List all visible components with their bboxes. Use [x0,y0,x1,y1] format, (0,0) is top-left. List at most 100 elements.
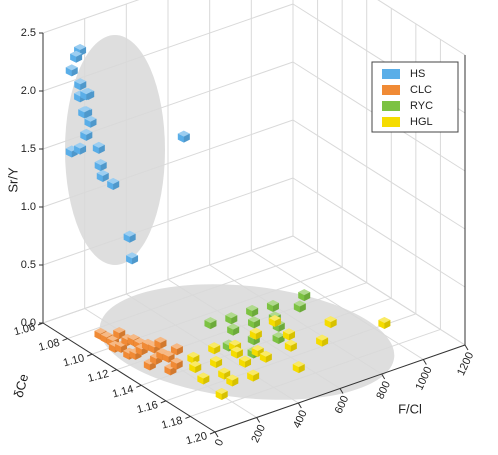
cube-face [74,78,87,85]
y-tick-label: 1.18 [160,415,184,432]
cube-face [218,367,231,374]
cube-face [177,130,190,137]
cube-face [268,311,281,318]
grid-line [42,119,294,208]
y-tick [209,431,216,435]
cube-face [316,334,329,347]
cube-face [176,360,183,370]
data-point [74,142,87,155]
cube-face [92,141,105,148]
data-point [204,317,217,330]
cube-face [221,390,228,400]
cube-face [259,350,272,363]
cube-face [284,339,297,352]
cube-face [74,142,87,149]
cube-face [170,343,183,350]
cube-face [226,374,239,387]
cube-face [284,339,297,346]
cube-face [233,326,240,336]
cube-face [113,327,126,334]
cube-face [113,180,120,190]
data-point [177,130,190,143]
cube-face [236,349,243,359]
cube-face [215,387,228,400]
y-tick [62,338,68,342]
cube-face [123,230,136,243]
cube-face [86,131,93,141]
cube-face [197,372,210,385]
legend-label: RYC [410,100,433,112]
cube-face [80,145,87,155]
cube-face [251,345,264,352]
cube-face [316,334,329,341]
grid-line [292,235,466,346]
legend-label: HGL [410,116,433,128]
cube-face [187,351,200,358]
cube-face [197,372,210,379]
x-tick [256,417,261,423]
z-axis-title: Sr/Y [5,167,20,193]
z-tick-label: 0.5 [21,259,36,271]
x-tick [297,402,302,409]
cube-face [187,351,200,364]
cube-face [204,317,217,324]
cube-face [208,342,221,349]
data-point [239,355,252,368]
cube-face [298,289,311,302]
y-tick-label: 1.08 [37,337,61,354]
cube-face [86,91,93,101]
cube-face [195,363,202,373]
cube-face [330,319,337,329]
cube-face [94,159,107,172]
x-tick [381,373,386,380]
data-point [107,177,120,190]
cube-face [127,334,140,341]
cube-face [384,319,391,329]
cube-face [208,342,221,355]
cube-face [268,314,281,327]
grid-line [292,177,466,288]
grid-line [67,251,318,340]
cube-face [266,300,279,313]
cube-face [272,331,285,344]
cube-face [293,300,306,307]
cube-face [210,356,223,369]
cube-face [215,387,228,394]
x-tick-label: 1000 [413,365,434,392]
data-point [170,357,183,370]
y-tick [136,384,142,388]
grid-line [42,235,294,324]
data-point [92,141,105,154]
grid-line [42,177,294,266]
y-tick [86,353,93,357]
x-tick [464,344,469,351]
cube-face [252,307,259,317]
grid-line [251,250,424,360]
y-tick [185,415,191,419]
cube-face [227,323,240,336]
grid-line [141,297,392,386]
cube-face [80,81,87,91]
cube-face [230,346,243,353]
cube-face [80,128,93,135]
cube-face [253,372,260,382]
y-tick-label: 1.20 [185,430,209,447]
data-point [74,78,87,91]
cube-face [210,356,223,363]
cube-face [214,345,221,355]
data-point [292,361,305,374]
cube-face [107,177,120,190]
data-point [80,128,93,141]
cube-face [92,141,105,154]
cube-face [177,130,190,143]
cube-face [322,337,329,347]
data-point [70,50,83,63]
cube-face [292,361,305,374]
y-tick-label: 1.12 [86,368,110,385]
data-point [94,159,107,172]
cube-face [210,320,217,330]
cube-face [229,339,242,346]
data-point [65,64,78,77]
cube-face [239,355,252,368]
cube-face [121,334,134,341]
